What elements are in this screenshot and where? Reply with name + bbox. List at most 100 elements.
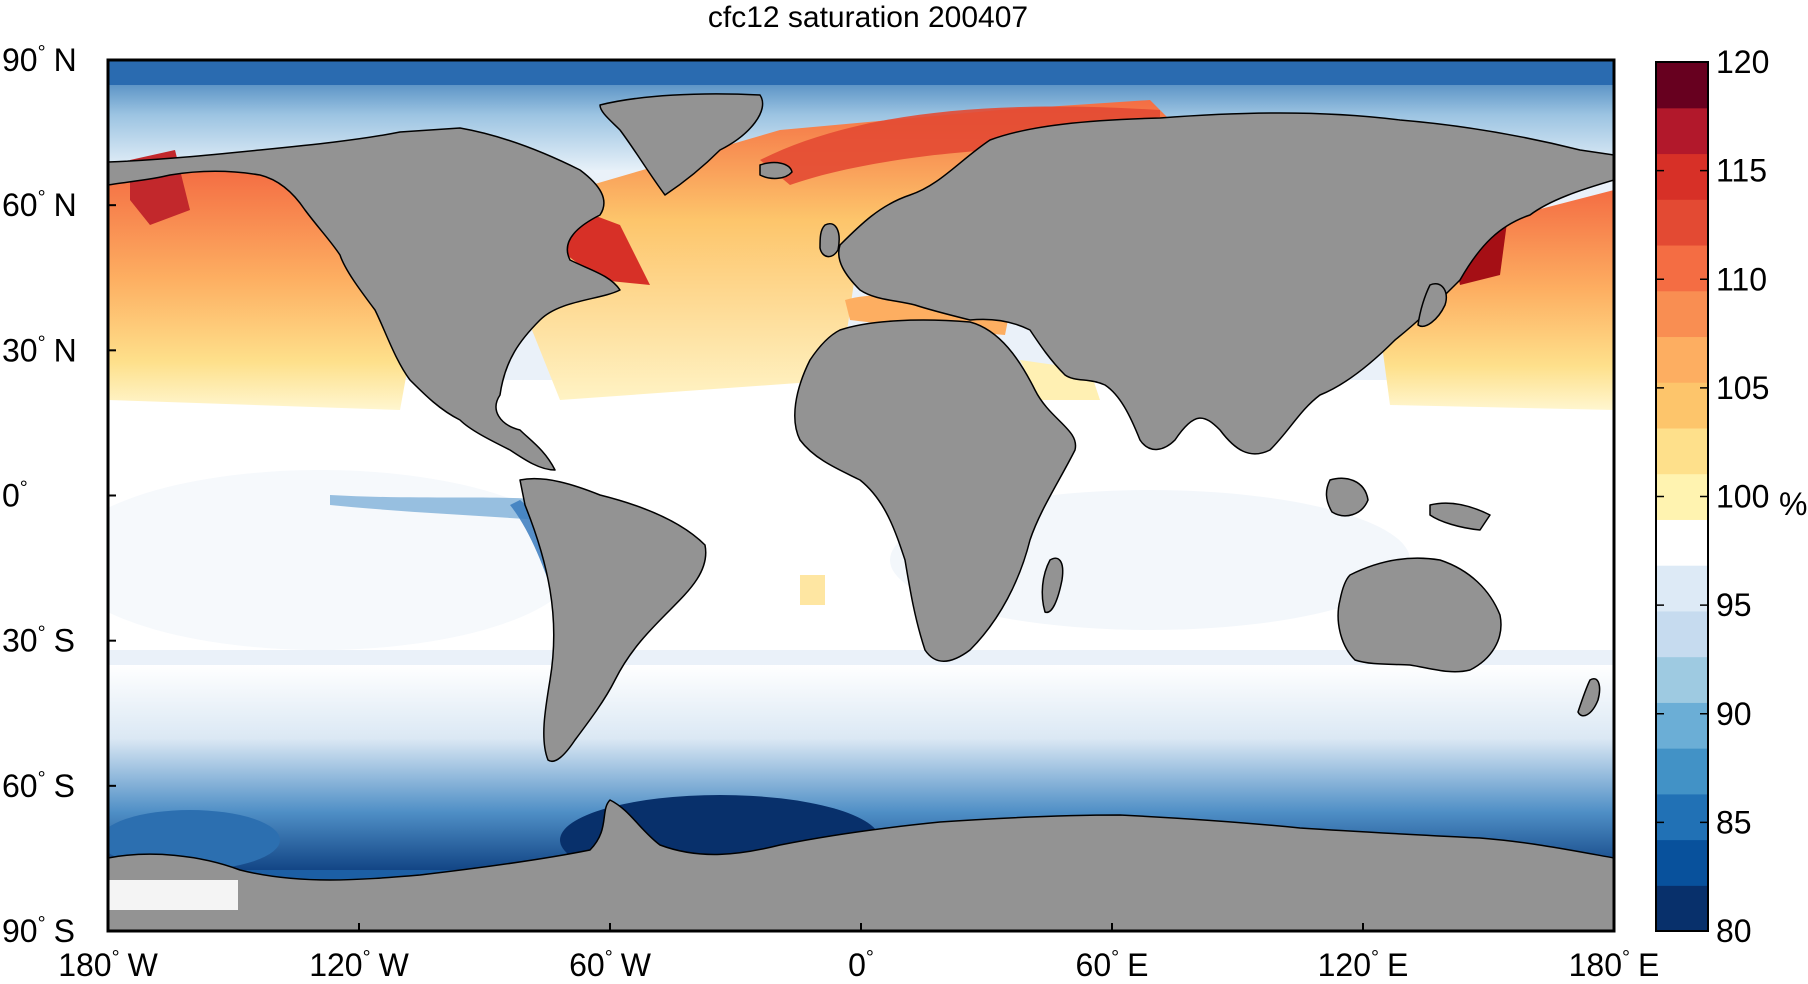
land-new-zealand	[1577, 678, 1601, 717]
lat-degree-value: 90	[2, 42, 38, 78]
colorbar-tick-label: 85	[1716, 804, 1752, 840]
colorbar-tick-label: 95	[1716, 587, 1752, 623]
colorbar-tick-label: 100	[1716, 479, 1769, 515]
lat-tick-label: 30° S	[2, 623, 75, 659]
lon-degree-value: 0	[848, 947, 866, 983]
chart-title: cfc12 saturation 200407	[708, 1, 1028, 34]
degree-symbol: °	[38, 623, 46, 645]
degree-symbol: °	[38, 42, 46, 64]
lon-degree-value: 60	[1076, 947, 1112, 983]
colorbar-segment	[1656, 656, 1708, 703]
colorbar-segment	[1656, 62, 1708, 109]
land-greenland	[599, 93, 764, 196]
land-north-america	[108, 127, 621, 471]
land-uk	[819, 223, 840, 258]
colorbar-segment	[1656, 382, 1708, 429]
degree-symbol: °	[1371, 947, 1379, 969]
lat-tick-label: 90° S	[2, 913, 75, 949]
lon-hemisphere: E	[1127, 947, 1148, 983]
colorbar-tick-label: 80	[1716, 913, 1752, 949]
longitude-axis: 180° W 120° W 60° W 0° 60° E 120° E 180° E	[58, 923, 1659, 983]
land-eurasia	[838, 112, 1614, 455]
land-australia	[1337, 557, 1502, 673]
degree-symbol: °	[1622, 947, 1630, 969]
land-south-america	[519, 477, 707, 762]
degree-symbol: °	[20, 478, 28, 500]
colorbar-unit-label: %	[1779, 486, 1807, 522]
degree-symbol: °	[38, 187, 46, 209]
lat-hemisphere: N	[54, 187, 77, 223]
lon-hemisphere: W	[379, 947, 410, 983]
lat-tick-label: 30° N	[2, 332, 77, 368]
degree-symbol: °	[1111, 947, 1119, 969]
degree-symbol: °	[363, 947, 371, 969]
lon-degree-value: 120	[309, 947, 362, 983]
degree-symbol: °	[866, 947, 874, 969]
degree-symbol: °	[112, 947, 120, 969]
lat-degree-value: 30	[2, 623, 38, 659]
latitude-axis: 90° N60° N30° N0°30° S60° S90° S	[2, 42, 116, 949]
colorbar-segment	[1656, 153, 1708, 200]
lat-degree-value: 0	[2, 478, 20, 514]
colorbar-segment	[1656, 793, 1708, 841]
lat-hemisphere: S	[54, 768, 75, 804]
degree-symbol: °	[38, 768, 46, 790]
land-iceland	[759, 161, 793, 180]
colorbar-segment	[1656, 748, 1708, 795]
lat-hemisphere: N	[54, 332, 77, 368]
colorbar-segment	[1656, 702, 1708, 749]
lat-tick-label: 60° S	[2, 768, 75, 804]
lat-tick-label: 0°	[2, 478, 28, 514]
lon-degree-value: 180	[1569, 947, 1622, 983]
land-antarctica	[108, 799, 1614, 931]
colorbar-tick-label: 105	[1716, 370, 1769, 406]
colorbar-segment	[1656, 565, 1708, 612]
lat-degree-value: 60	[2, 768, 38, 804]
lat-hemisphere: S	[54, 623, 75, 659]
land-masses	[108, 93, 1614, 931]
colorbar-segment	[1656, 519, 1708, 566]
lon-hemisphere: E	[1387, 947, 1408, 983]
ocean-south-atlantic-patch	[800, 575, 825, 605]
lon-hemisphere: W	[128, 947, 159, 983]
lat-degree-value: 90	[2, 913, 38, 949]
ocean-pacific-white	[108, 470, 580, 650]
lon-hemisphere: W	[621, 947, 652, 983]
degree-symbol: °	[38, 913, 46, 935]
lat-tick-label: 90° N	[2, 42, 77, 78]
colorbar-segment	[1656, 199, 1708, 246]
colorbar: 80 85 90 95 100 105 110 115 120	[1655, 44, 1769, 949]
lon-tick-label: 180° W	[58, 947, 158, 983]
lat-degree-value: 30	[2, 332, 38, 368]
lon-hemisphere: E	[1638, 947, 1659, 983]
degree-symbol: °	[38, 332, 46, 354]
colorbar-segment	[1656, 885, 1708, 932]
colorbar-segment	[1656, 839, 1708, 886]
land-madagascar	[1041, 557, 1064, 614]
colorbar-segment	[1656, 244, 1708, 292]
colorbar-segment	[1656, 107, 1708, 155]
ocean-arctic-top	[108, 60, 1614, 85]
map-panel	[108, 60, 1614, 931]
land-japan	[1417, 283, 1447, 327]
degree-symbol: °	[605, 947, 613, 969]
lat-degree-value: 60	[2, 187, 38, 223]
lon-degree-value: 120	[1318, 947, 1371, 983]
lat-hemisphere: S	[54, 913, 75, 949]
land-new-guinea	[1429, 502, 1491, 531]
land-borneo	[1325, 477, 1369, 517]
lon-tick-label: 120° W	[309, 947, 409, 983]
land-africa	[794, 319, 1077, 662]
lon-tick-label: 180° E	[1569, 947, 1660, 983]
colorbar-segment	[1656, 473, 1708, 520]
ocean-equatorial-cold-tongue	[330, 495, 545, 520]
lon-tick-label: 120° E	[1318, 947, 1409, 983]
colorbar-segment	[1656, 427, 1708, 475]
lon-tick-label: 60° E	[1076, 947, 1149, 983]
colorbar-segment	[1656, 290, 1708, 338]
colorbar-tick-label: 115	[1716, 153, 1767, 189]
lon-tick-label: 0°	[848, 947, 874, 983]
colorbar-segment	[1656, 610, 1708, 658]
antarctic-white-ice-left	[108, 880, 238, 910]
